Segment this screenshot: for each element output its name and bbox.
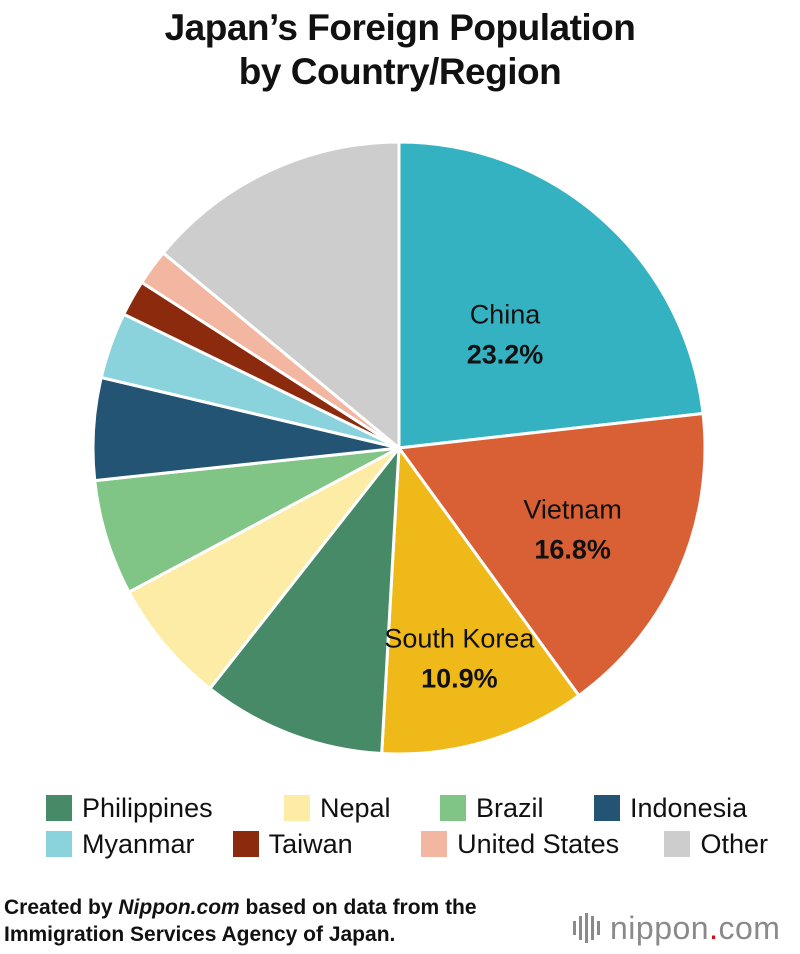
pie-slices bbox=[91, 140, 707, 756]
legend-item-indonesia: Indonesia bbox=[594, 793, 747, 824]
legend-item-united-states: United States bbox=[421, 829, 646, 860]
nippon-logo: nippon.com bbox=[572, 908, 796, 948]
source-line-2: Immigration Services Agency of Japan. bbox=[4, 923, 396, 946]
legend-label-brazil: Brazil bbox=[476, 792, 544, 823]
pie-slice-labels: China 23.2% Vietnam 16.8% South Korea 10.9% bbox=[384, 299, 622, 693]
chart-title-line-2: by Country/Region bbox=[238, 51, 562, 92]
legend-swatch-nepal bbox=[284, 795, 310, 821]
legend-swatch-brazil bbox=[440, 795, 466, 821]
legend-swatch-united-states bbox=[421, 831, 448, 857]
legend-label-indonesia: Indonesia bbox=[630, 792, 748, 823]
logo-bars-icon bbox=[573, 913, 600, 943]
legend-label-myanmar: Myanmar bbox=[82, 828, 195, 859]
source-suffix: based on data from the bbox=[239, 896, 477, 919]
legend-item-myanmar: Myanmar bbox=[46, 829, 215, 860]
source-note: Created by Nippon.com based on data from… bbox=[4, 894, 477, 948]
slice-value-vietnam: 16.8% bbox=[534, 534, 611, 564]
legend-item-other: Other bbox=[664, 829, 768, 860]
legend-swatch-taiwan bbox=[232, 831, 259, 857]
legend-label-philippines: Philippines bbox=[82, 792, 213, 823]
logo-main: nippon bbox=[610, 909, 710, 946]
pie-slice-philippines bbox=[208, 446, 401, 756]
logo-text: nippon.com bbox=[610, 910, 780, 947]
logo-dot: . bbox=[709, 909, 719, 946]
legend-label-nepal: Nepal bbox=[320, 792, 391, 823]
legend-swatch-indonesia bbox=[594, 795, 620, 821]
chart-title-line-1: Japan’s Foreign Population bbox=[164, 7, 636, 48]
pie-slice-vietnam bbox=[397, 411, 707, 698]
pie-slice-brazil bbox=[93, 446, 401, 594]
source-brand: Nippon.com bbox=[118, 896, 240, 919]
legend: Philippines Nepal Brazil Indonesia Myanm… bbox=[46, 790, 786, 862]
source-line-1: Created by Nippon.com based on data from… bbox=[4, 894, 477, 921]
legend-row-1: Philippines Nepal Brazil Indonesia bbox=[46, 790, 786, 826]
pie-slice-south-korea bbox=[380, 446, 581, 756]
legend-swatch-other bbox=[664, 831, 691, 857]
slice-value-china: 23.2% bbox=[467, 339, 544, 369]
slice-label-china: China bbox=[470, 299, 542, 329]
legend-swatch-philippines bbox=[46, 795, 72, 821]
legend-item-taiwan: Taiwan bbox=[232, 828, 404, 860]
pie-slice-nepal bbox=[127, 446, 401, 691]
legend-label-other: Other bbox=[700, 828, 768, 859]
slice-label-vietnam: Vietnam bbox=[523, 494, 622, 524]
legend-item-philippines: Philippines bbox=[46, 793, 266, 824]
logo-tld: com bbox=[718, 909, 781, 946]
slice-label-south-korea: South Korea bbox=[384, 624, 535, 654]
legend-row-2: Myanmar Taiwan United States Other bbox=[46, 826, 786, 862]
pie-slice-china bbox=[397, 140, 705, 450]
legend-swatch-myanmar bbox=[46, 831, 72, 857]
legend-label-united-states: United States bbox=[457, 828, 620, 859]
chart-title: Japan’s Foreign Population by Country/Re… bbox=[0, 6, 800, 94]
pie-slice-other bbox=[161, 140, 401, 450]
legend-item-nepal: Nepal bbox=[284, 793, 422, 824]
source-prefix: Created by bbox=[4, 896, 119, 919]
legend-item-brazil: Brazil bbox=[440, 793, 576, 824]
slice-value-south-korea: 10.9% bbox=[421, 664, 498, 694]
legend-label-taiwan: Taiwan bbox=[268, 828, 353, 859]
